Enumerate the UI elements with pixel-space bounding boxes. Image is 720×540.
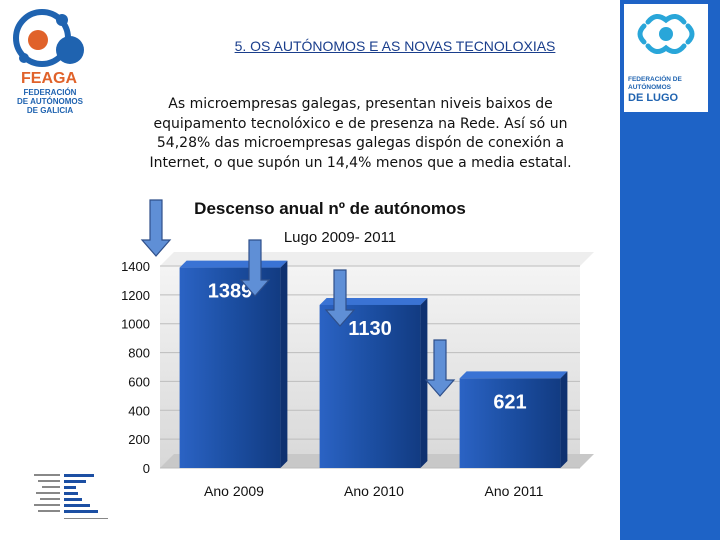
lugo-line-1: FEDERACIÓN DE: [628, 76, 682, 83]
down-arrow-icon: [239, 239, 271, 297]
lugo-line-2: AUTÓNOMOS: [628, 84, 671, 91]
feaga-wordmark: FEAGA: [21, 70, 77, 87]
chart-y-axis: 0 200 400 600 800 1000 1200 1400: [121, 259, 150, 476]
lugo-emblem-icon: [637, 14, 695, 54]
bar-top: [459, 371, 568, 379]
slide-title: 5. OS AUTÓNOMOS E AS NOVAS TECNOLOXIAS: [234, 38, 556, 54]
feaga-emblem-icon: [13, 9, 84, 67]
y-tick-label: 600: [128, 374, 150, 389]
bar: [319, 304, 421, 468]
down-arrow-icon: [424, 339, 456, 397]
y-tick-label: 1000: [121, 317, 150, 332]
chart-arrows: [140, 199, 456, 397]
bar-side: [280, 260, 288, 468]
lugo-line-3: DE LUGO: [628, 92, 679, 104]
feaga-line-3: DE GALICIA: [26, 106, 74, 115]
x-category-label: Ano 2011: [485, 483, 544, 499]
bar-value-label: 1389: [208, 281, 253, 303]
y-tick-label: 200: [128, 432, 150, 447]
feaga-logo: [8, 6, 98, 118]
bar: [179, 267, 281, 468]
y-tick-label: 400: [128, 403, 150, 418]
bar-value-label: 621: [493, 391, 526, 413]
feaga-line-2: DE AUTÓNOMOS: [17, 97, 83, 106]
y-tick-label: 1400: [121, 259, 150, 274]
lugo-logo: FEDERACIÓN DE AUTÓNOMOS DE LUGO: [624, 4, 708, 112]
chart-bars: 1389 1130 621: [179, 260, 568, 468]
bar-side: [560, 371, 568, 468]
down-arrow-icon: [140, 199, 172, 257]
bar-side: [420, 297, 428, 468]
y-tick-label: 0: [143, 461, 150, 476]
feaga-line-1: FEDERACIÓN: [23, 88, 77, 97]
down-arrow-icon: [324, 269, 356, 327]
bar: [459, 378, 561, 468]
bar-chart: Descenso anual nº de autónomos Lugo 2009…: [121, 199, 594, 499]
x-category-label: Ano 2010: [344, 483, 404, 499]
y-tick-label: 1200: [121, 288, 150, 303]
chart-title: Descenso anual nº de autónomos: [194, 199, 466, 218]
chart-x-axis: Ano 2009 Ano 2010 Ano 2011: [204, 483, 544, 499]
intro-paragraph: As microempresas galegas, presentan nive…: [149, 96, 572, 171]
bar-value-label: 1130: [348, 318, 391, 340]
chart-subtitle: Lugo 2009- 2011: [284, 229, 396, 246]
thumbnail-chart-image: [28, 466, 112, 522]
y-tick-label: 800: [128, 346, 150, 361]
x-category-label: Ano 2009: [204, 483, 264, 499]
bar-top: [179, 260, 288, 268]
